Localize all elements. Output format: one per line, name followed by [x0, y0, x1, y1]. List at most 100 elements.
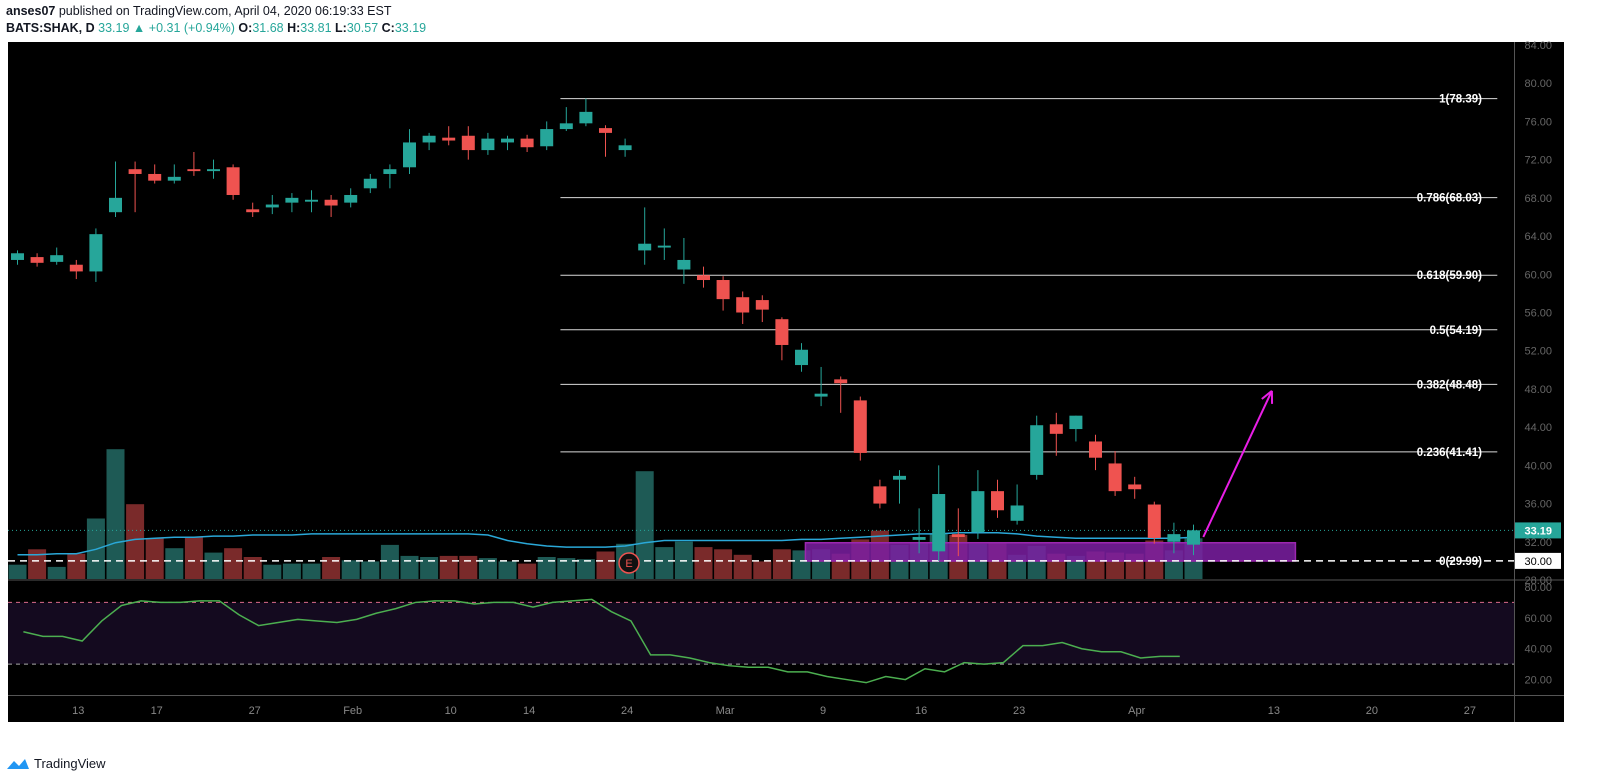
- volume-bar: [655, 547, 674, 579]
- open-value: 31.68: [252, 21, 284, 35]
- candle-body: [853, 400, 867, 453]
- volume-bar: [47, 566, 66, 579]
- candle-body: [403, 142, 416, 168]
- candle-body: [285, 197, 299, 203]
- price-axis-tick: 60.00: [1524, 269, 1552, 281]
- volume-bar: [302, 563, 321, 579]
- volume-bar: [224, 548, 243, 579]
- price-axis-tick: 84.00: [1524, 40, 1552, 52]
- candle-body: [834, 379, 848, 384]
- volume-bar: [537, 557, 556, 579]
- price-axis-tick: 44.00: [1524, 422, 1552, 434]
- footer-brand[interactable]: TradingView: [34, 756, 106, 771]
- price-axis-tick: 40.00: [1524, 460, 1552, 472]
- time-axis-tick: 24: [621, 705, 633, 717]
- fib-level-label: 1(78.39): [1439, 94, 1482, 106]
- candle-body: [167, 176, 181, 181]
- earnings-marker-label: E: [625, 558, 632, 570]
- price-axis-tick: 76.00: [1524, 116, 1552, 128]
- volume-bar: [733, 554, 752, 579]
- volume-bar: [243, 557, 262, 579]
- volume-bar: [498, 561, 517, 579]
- price-axis-tick: 28.00: [1524, 575, 1552, 587]
- time-axis-tick: Feb: [343, 705, 362, 717]
- target-arrow: [1202, 390, 1273, 538]
- volume-ma-line: [17, 532, 1194, 556]
- tradingview-logo-icon: [7, 758, 29, 769]
- candle-body: [501, 138, 514, 143]
- candle-body: [991, 491, 1004, 511]
- candle-body: [814, 393, 828, 397]
- candle-body: [951, 534, 965, 538]
- support-price-tag-label: 30.00: [1524, 556, 1552, 568]
- volume-bar: [380, 544, 399, 579]
- volume-bar: [322, 557, 341, 579]
- high-label: H:: [287, 21, 301, 35]
- published-text: published on TradingView.com, April 04, …: [58, 4, 392, 18]
- rsi-axis-tick: 40.00: [1524, 644, 1552, 656]
- candle-body: [677, 259, 691, 270]
- rsi-line: [23, 598, 1180, 684]
- author-name[interactable]: anses07: [6, 4, 56, 18]
- time-axis-tick: 13: [1268, 705, 1280, 717]
- volume-bar: [8, 564, 27, 579]
- volume-bar: [635, 471, 654, 579]
- publish-info: anses07 published on TradingView.com, Ap…: [6, 4, 391, 18]
- candle-body: [383, 169, 397, 174]
- candle-body: [893, 475, 906, 480]
- open-label: O:: [238, 21, 253, 35]
- candle-body: [932, 494, 946, 552]
- volume-bar: [28, 549, 47, 579]
- earnings-marker: [618, 552, 640, 574]
- candle-body: [246, 209, 260, 213]
- last-price: 33.19: [98, 21, 130, 35]
- time-axis-tick: 16: [915, 705, 927, 717]
- candle-body: [755, 300, 769, 310]
- candle-body: [540, 129, 554, 147]
- volume-bar: [576, 559, 595, 579]
- time-axis-tick: 27: [1464, 705, 1476, 717]
- candle-body: [1187, 530, 1200, 545]
- time-axis-tick: 14: [523, 705, 535, 717]
- candle-body: [912, 537, 926, 540]
- candle-body: [1147, 504, 1161, 538]
- candle-body: [638, 243, 652, 251]
- candle-body: [50, 255, 64, 262]
- volume-bar: [263, 564, 282, 579]
- volume-bar: [67, 553, 86, 579]
- candle-body: [559, 123, 573, 130]
- fib-level-label: 0.5(54.19): [1430, 325, 1483, 337]
- fib-level-label: 0.236(41.41): [1417, 447, 1482, 459]
- candle-body: [579, 111, 593, 124]
- price-axis-tick: 52.00: [1524, 346, 1552, 358]
- candle-body: [520, 138, 534, 148]
- price-axis-tick: 56.00: [1524, 308, 1552, 320]
- fib-level-label: 0.382(48.48): [1417, 379, 1482, 391]
- candle-body: [697, 275, 710, 281]
- candle-body: [207, 169, 220, 172]
- rsi-axis-tick: 60.00: [1524, 613, 1552, 625]
- target-arrow-head: [1261, 390, 1273, 400]
- candle-body: [971, 491, 985, 533]
- volume-bar: [439, 555, 458, 579]
- candle-body: [128, 169, 142, 174]
- volume-bar: [282, 563, 301, 579]
- candle-body: [1128, 484, 1142, 490]
- volume-bar: [204, 552, 223, 579]
- support-zone: [804, 541, 1297, 562]
- rsi-axis-tick: 80.00: [1524, 582, 1552, 594]
- volume-bar: [341, 560, 360, 579]
- volume-bar: [478, 558, 497, 579]
- price-axis-tick: 64.00: [1524, 231, 1552, 243]
- volume-bar: [557, 558, 576, 579]
- time-axis-tick: 9: [820, 705, 826, 717]
- volume-bar: [361, 561, 380, 579]
- candle-body: [716, 280, 730, 300]
- candle-body: [1049, 424, 1063, 434]
- candle-body: [1167, 534, 1181, 542]
- time-axis-tick: 27: [249, 705, 261, 717]
- candle-body: [226, 167, 240, 195]
- candle-body: [30, 257, 44, 263]
- candle-body: [89, 234, 103, 272]
